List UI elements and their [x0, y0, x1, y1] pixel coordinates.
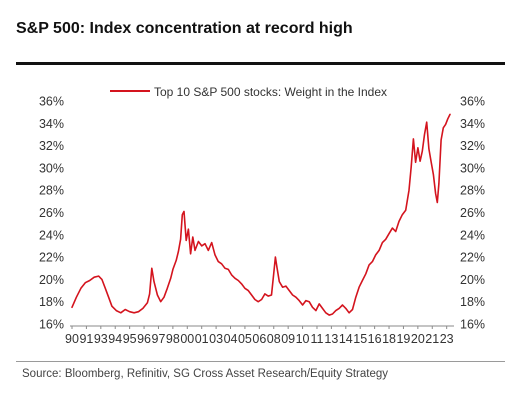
x-tick-label: 08	[267, 332, 281, 346]
y-tick-label-right: 36%	[460, 95, 485, 109]
x-axis: 90 91 93 94 95 96 97 98 00 01 03 04 05 06 08 09 10 11 13 14…	[65, 325, 454, 346]
x-tick-label: 21	[425, 332, 439, 346]
y-tick-label-left: 32%	[39, 139, 64, 153]
source-note: Source: Bloomberg, Refinitiv, SG Cross A…	[22, 368, 389, 380]
y-tick-label-right: 18%	[460, 295, 485, 309]
x-tick-label: 23	[440, 332, 454, 346]
x-tick-label: 11	[310, 332, 323, 346]
chart-svg: 16% 18% 20% 22% 24% 26% 28% 30% 32% 34% 36% 16% 18%…	[39, 85, 485, 346]
chart-title: S&P 500: Index concentration at record h…	[16, 20, 353, 37]
legend-label: Top 10 S&P 500 stocks: Weight in the Ind…	[154, 85, 387, 99]
x-tick-label: 18	[382, 332, 396, 346]
footer-rule	[16, 361, 505, 362]
y-tick-label-left: 20%	[39, 273, 64, 287]
y-tick-label-left: 24%	[39, 228, 64, 242]
y-tick-label-left: 26%	[39, 206, 64, 220]
x-tick-label: 90	[65, 332, 79, 346]
y-tick-label-right: 16%	[460, 318, 485, 332]
x-tick-label: 19	[396, 332, 410, 346]
y-tick-label-left: 22%	[39, 251, 64, 265]
x-tick-label: 96	[137, 332, 151, 346]
y-tick-label-right: 24%	[460, 228, 485, 242]
series-layer	[71, 113, 451, 316]
y-axis-left: 16% 18% 20% 22% 24% 26% 28% 30% 32% 34% 36%	[39, 95, 64, 332]
x-tick-label: 97	[152, 332, 166, 346]
chart-area: 16% 18% 20% 22% 24% 26% 28% 30% 32% 34% 36% 16% 18%…	[0, 66, 505, 361]
x-tick-label: 06	[252, 332, 266, 346]
x-tick-label: 93	[94, 332, 108, 346]
x-tick-label: 03	[209, 332, 223, 346]
x-tick-label: 15	[353, 332, 367, 346]
x-tick-label: 16	[368, 332, 382, 346]
y-tick-label-left: 30%	[39, 161, 64, 175]
y-tick-label-left: 18%	[39, 295, 64, 309]
y-tick-label-left: 28%	[39, 184, 64, 198]
x-tick-label: 04	[224, 332, 238, 346]
x-tick-label: 05	[238, 332, 252, 346]
y-tick-label-right: 20%	[460, 273, 485, 287]
y-tick-label-right: 34%	[460, 117, 485, 131]
y-tick-label-left: 36%	[39, 95, 64, 109]
x-tick-label: 14	[339, 332, 353, 346]
y-tick-label-right: 22%	[460, 251, 485, 265]
y-tick-label-left: 16%	[39, 318, 64, 332]
x-tick-label: 13	[324, 332, 338, 346]
legend: Top 10 S&P 500 stocks: Weight in the Ind…	[110, 85, 387, 99]
x-tick-label: 00	[180, 332, 194, 346]
y-tick-label-right: 30%	[460, 161, 485, 175]
x-tick-label: 94	[108, 332, 122, 346]
y-axis-right: 16% 18% 20% 22% 24% 26% 28% 30% 32% 34% 36%	[460, 95, 485, 332]
series-line	[71, 113, 451, 316]
x-tick-label: 10	[296, 332, 310, 346]
y-tick-label-right: 28%	[460, 184, 485, 198]
x-tick-label: 01	[195, 332, 209, 346]
x-tick-label: 95	[123, 332, 137, 346]
title-rule	[16, 62, 505, 65]
y-tick-label-right: 26%	[460, 206, 485, 220]
y-tick-label-left: 34%	[39, 117, 64, 131]
x-tick-label: 20	[411, 332, 425, 346]
x-tick-label: 91	[79, 332, 93, 346]
x-tick-label: 09	[281, 332, 295, 346]
y-tick-label-right: 32%	[460, 139, 485, 153]
x-tick-label: 98	[166, 332, 180, 346]
